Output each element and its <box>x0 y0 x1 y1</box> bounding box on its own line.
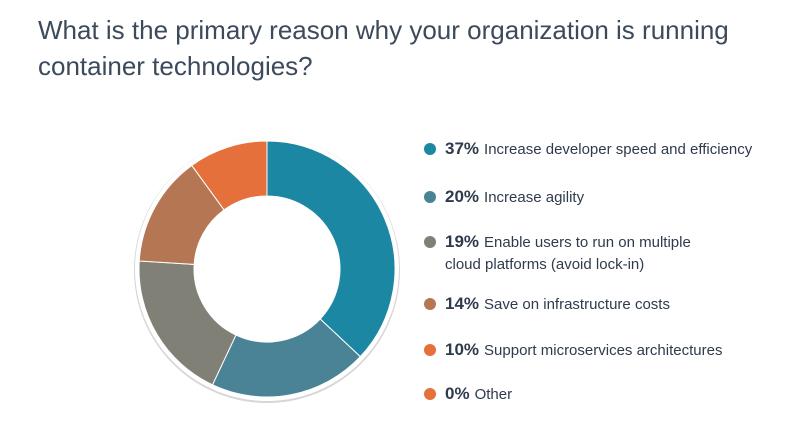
legend-swatch-increase-agility <box>424 191 436 203</box>
legend-label: Save on infrastructure costs <box>484 296 670 313</box>
legend-swatch-multiple-cloud-platforms <box>424 236 436 248</box>
legend-item: 37% Increase developer speed and efficien… <box>424 138 794 161</box>
legend-swatch-microservices <box>424 344 436 356</box>
legend-item: 10% Support microservices architectures <box>424 339 794 362</box>
legend-percent: 19% <box>445 232 480 251</box>
legend-percent: 14% <box>445 294 480 313</box>
chart-title: What is the primary reason why your orga… <box>38 15 729 81</box>
legend-swatch-infrastructure-costs <box>424 298 436 310</box>
legend-percent: 37% <box>445 139 480 158</box>
legend-label: Increase developer speed and efficiency <box>484 141 753 158</box>
legend-label: Other <box>474 386 513 403</box>
legend-item: 19% Enable users to run on multiple cloud… <box>424 231 724 276</box>
legend-item: 14% Save on infrastructure costs <box>424 293 794 316</box>
legend-label: Increase agility <box>484 189 585 206</box>
legend-percent: 20% <box>445 187 480 206</box>
donut-hole <box>194 196 340 342</box>
legend-item: 20% Increase agility <box>424 186 794 209</box>
legend-swatch-increase-developer-speed <box>424 143 436 155</box>
legend-percent: 10% <box>445 340 480 359</box>
legend-label: Enable users to run on multiple cloud pl… <box>445 234 691 273</box>
legend-percent: 0% <box>445 384 470 403</box>
legend-item: 0% Other <box>424 383 794 406</box>
legend-label: Support microservices architectures <box>484 342 723 359</box>
legend-swatch-other <box>424 388 436 400</box>
